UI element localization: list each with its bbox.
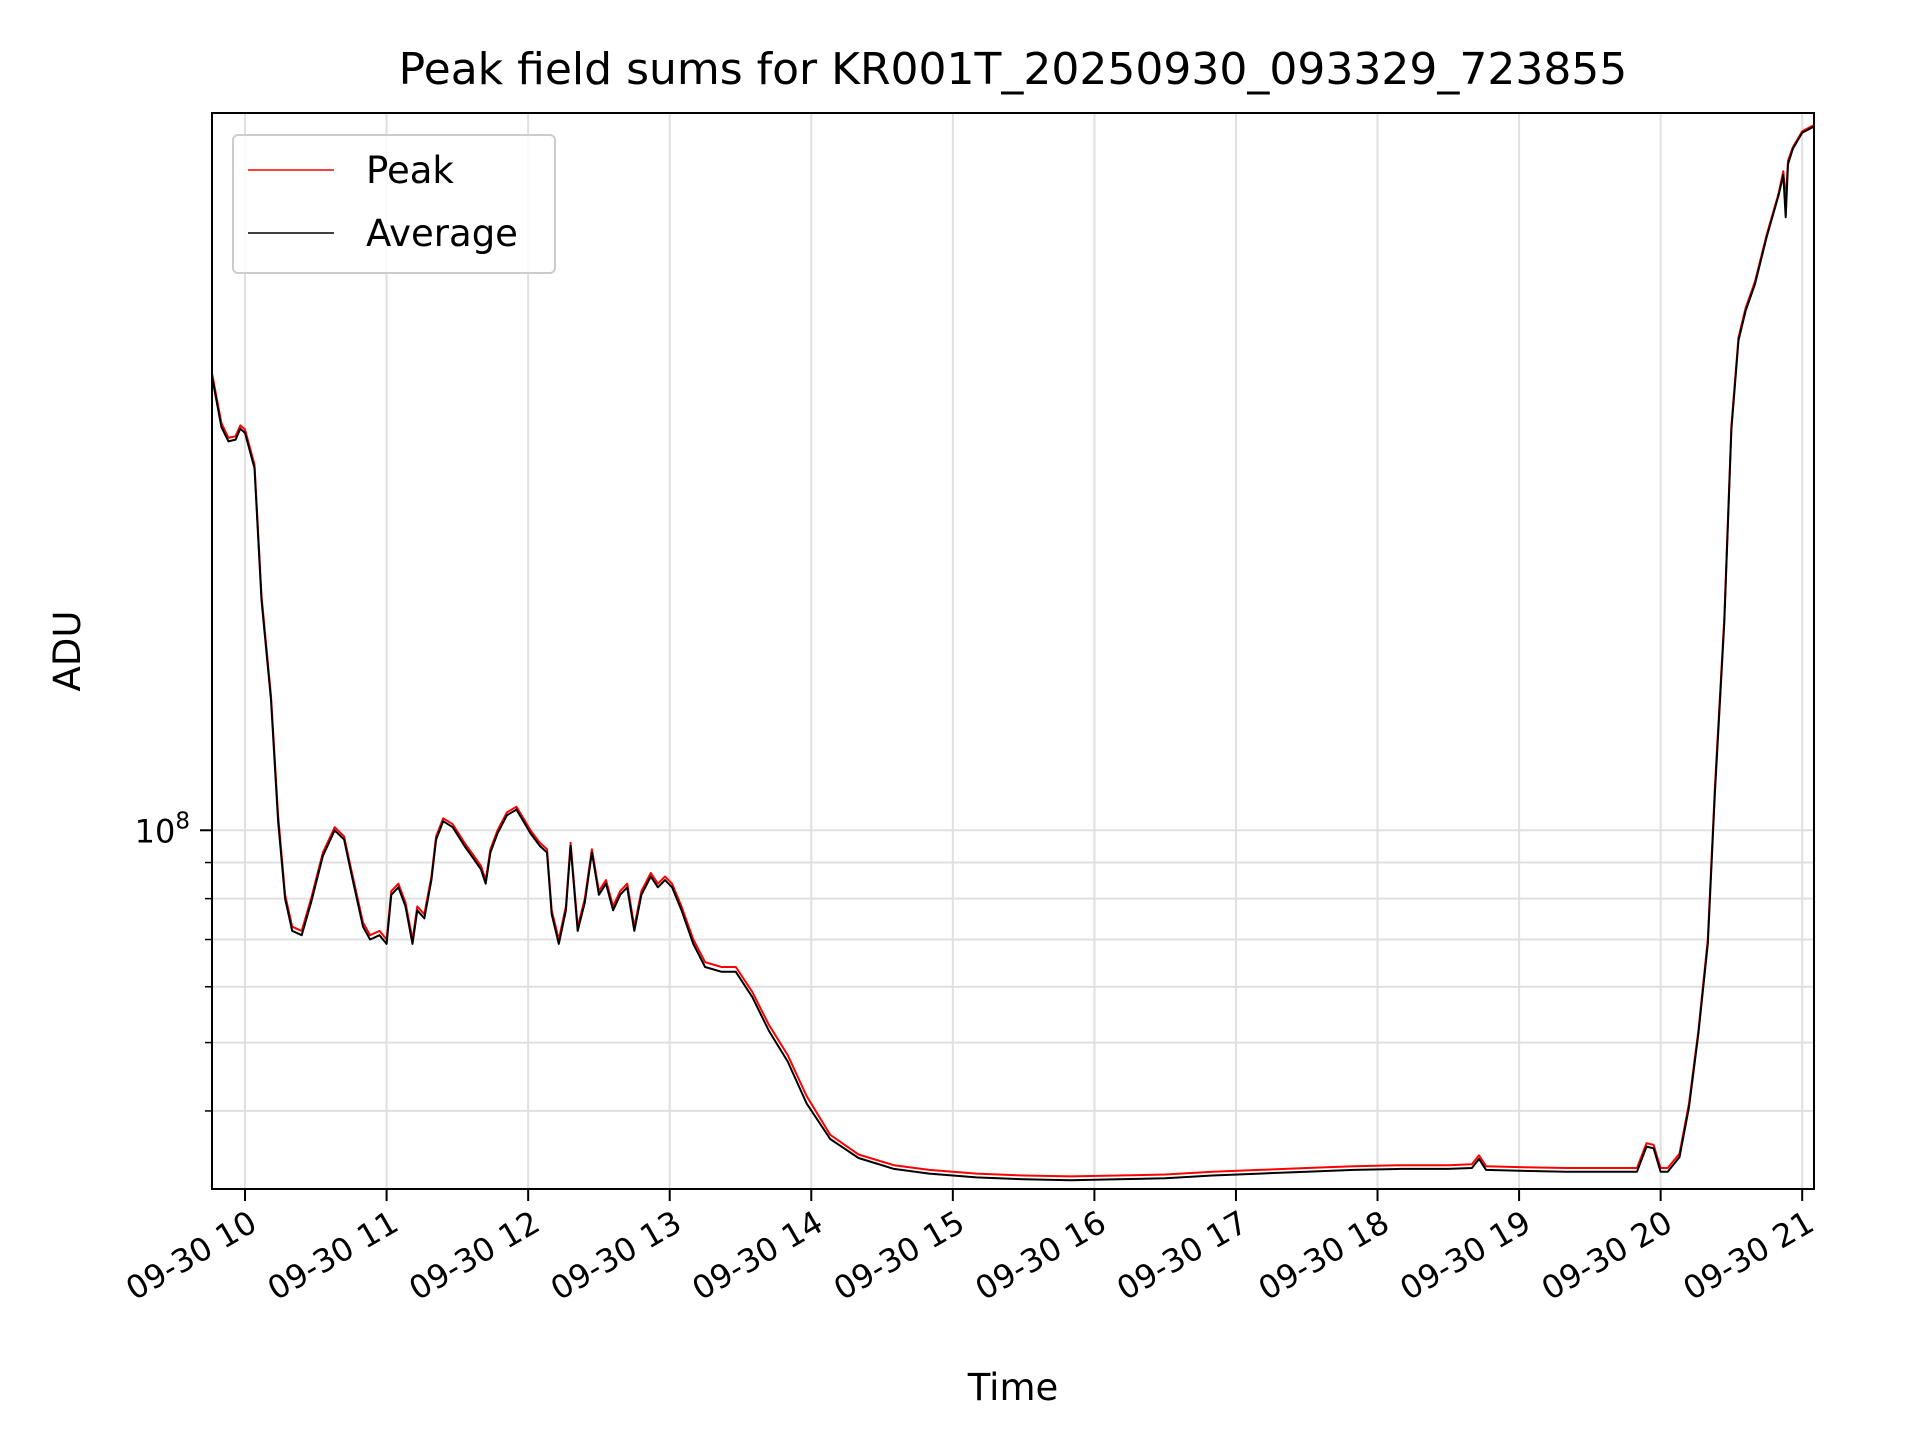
series-line-average xyxy=(211,125,1815,1182)
legend-label-average: Average xyxy=(366,212,518,255)
axes-frame xyxy=(211,112,1815,1190)
series-line-peak xyxy=(211,124,1815,1178)
y-axis-label: ADU xyxy=(46,611,89,692)
legend: Peak Average xyxy=(232,134,556,274)
chart-title: Peak field sums for KR001T_20250930_0933… xyxy=(399,44,1628,95)
grid-lines xyxy=(212,113,1814,1189)
plot-series xyxy=(211,124,1815,1182)
x-axis-label: Time xyxy=(967,1366,1059,1409)
legend-label-peak: Peak xyxy=(366,149,454,192)
y-tick-label-base: 10 xyxy=(135,812,176,850)
y-tick-label-exponent: 8 xyxy=(175,808,190,834)
y-tick-label: 108 xyxy=(135,808,190,850)
